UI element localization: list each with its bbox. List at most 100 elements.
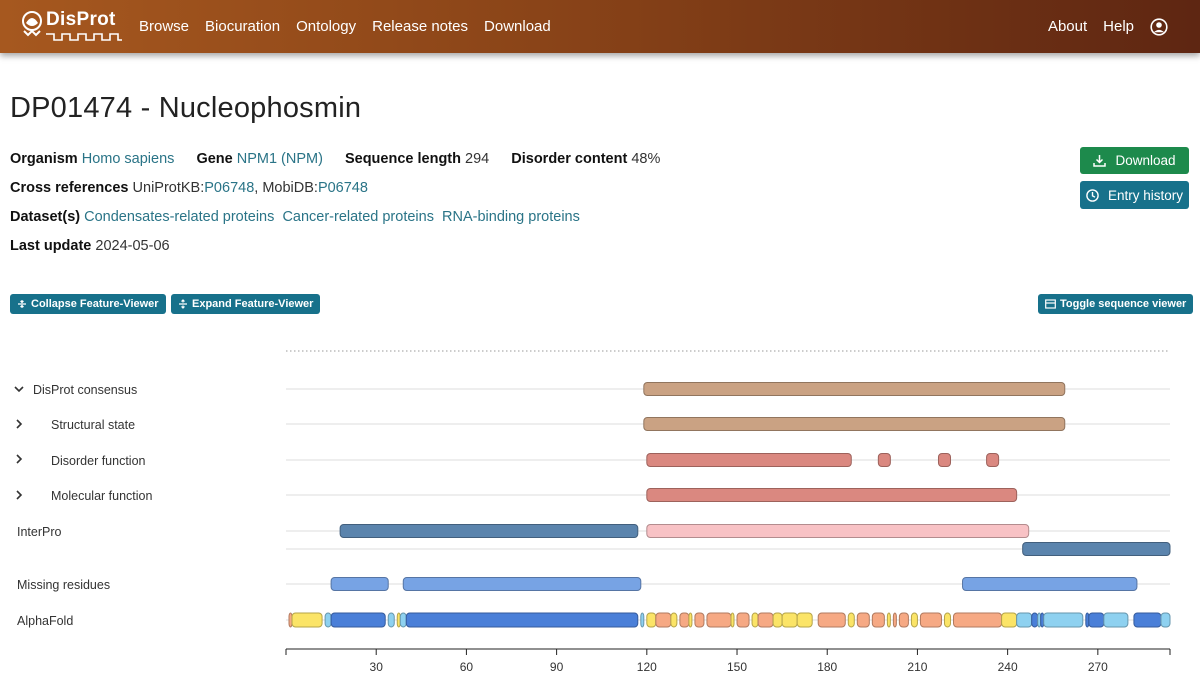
collapse-label: Collapse Feature-Viewer	[31, 298, 159, 310]
collapse-icon	[18, 300, 26, 308]
mobidb-link[interactable]: P06748	[317, 180, 368, 196]
logo-emblem-icon	[22, 11, 42, 37]
last-update-value: 2024-05-06	[95, 238, 170, 254]
nav-download[interactable]: Download	[484, 18, 551, 35]
chevron-right-icon[interactable]	[14, 419, 24, 429]
entry-history-button[interactable]: Entry history	[1080, 181, 1189, 209]
disprot-logo[interactable]: DisProt	[20, 9, 122, 43]
missing-residues-region	[402, 577, 642, 591]
track-label-molecular-function: Molecular function	[51, 489, 153, 503]
nav-biocuration[interactable]: Biocuration	[205, 18, 281, 35]
dataset-label: Dataset(s)	[10, 209, 81, 225]
sequence-viewer-icon	[1045, 299, 1056, 309]
x-axis-tick-label: 30	[370, 660, 384, 674]
alphafold-segment	[1031, 612, 1039, 628]
entry-meta-row-2: Cross references UniProtKB:P06748, MobiD…	[10, 180, 368, 196]
uniprot-link[interactable]: P06748	[204, 180, 255, 196]
dataset-link-cancer[interactable]: Cancer-related proteins	[282, 209, 434, 225]
disorder-function-region	[986, 453, 1000, 467]
alphafold-segment	[736, 612, 750, 628]
alphafold-segment	[847, 612, 855, 628]
molecular-function-region	[646, 488, 1018, 502]
interpro-region	[646, 524, 1030, 538]
disorder-function-region	[937, 453, 952, 467]
seq-length-label: Sequence length	[344, 151, 461, 167]
nav-ontology[interactable]: Ontology	[296, 18, 357, 35]
user-account-icon[interactable]	[1150, 17, 1168, 36]
disorder-content-value: 48%	[631, 151, 661, 167]
gene-label: Gene	[196, 151, 233, 167]
dataset-link-condensates[interactable]: Condensates-related proteins	[84, 209, 275, 225]
collapse-feature-viewer-button[interactable]: Collapse Feature-Viewer	[10, 294, 166, 314]
alphafold-segment	[679, 612, 690, 628]
x-axis-tick-label: 150	[727, 660, 747, 674]
alphafold-segment	[1160, 612, 1171, 628]
alphafold-segment	[817, 612, 846, 628]
alphafold-segment	[706, 612, 732, 628]
toggle-seq-label: Toggle sequence viewer	[1060, 298, 1187, 310]
organism-link[interactable]: Homo sapiens	[81, 151, 175, 167]
download-button[interactable]: Download	[1080, 147, 1189, 174]
alphafold-segment	[796, 612, 813, 628]
alphafold-segment	[856, 612, 870, 628]
alphafold-segment	[898, 612, 909, 628]
track-label-consensus: DisProt consensus	[33, 383, 138, 397]
organism-label: Organism	[10, 151, 78, 167]
alphafold-segment	[1043, 612, 1084, 628]
chevron-right-icon[interactable]	[14, 490, 24, 500]
seq-length-value: 294	[465, 151, 490, 167]
disorder-content-label: Disorder content	[511, 151, 628, 167]
x-axis-tick-label: 240	[998, 660, 1018, 674]
right-nav: About Help	[1032, 0, 1168, 53]
x-axis-tick-label: 90	[550, 660, 564, 674]
entry-meta-row-3: Dataset(s) Condensates-related proteins …	[10, 209, 580, 225]
interpro-region	[1022, 542, 1171, 556]
mobidb-prefix: , MobiDB:	[254, 180, 318, 196]
alphafold-segment	[1001, 612, 1018, 628]
entry-history-label: Entry history	[1107, 187, 1184, 203]
x-axis-tick-label: 270	[1088, 660, 1108, 674]
dataset-link-rna-binding[interactable]: RNA-binding proteins	[442, 209, 580, 225]
track-label-missing-residues: Missing residues	[17, 578, 111, 592]
alphafold-segment	[892, 612, 897, 628]
interpro-region	[339, 524, 639, 538]
x-axis-tick-label: 120	[637, 660, 657, 674]
alphafold-segment	[655, 612, 672, 628]
expand-feature-viewer-button[interactable]: Expand Feature-Viewer	[171, 294, 321, 314]
expand-icon	[179, 299, 187, 309]
nav-help[interactable]: Help	[1103, 18, 1134, 35]
consensus-region	[643, 382, 1066, 396]
chevron-down-icon[interactable]	[14, 384, 24, 394]
expand-label: Expand Feature-Viewer	[192, 298, 314, 310]
alphafold-segment	[646, 612, 657, 628]
x-axis-tick-label: 180	[817, 660, 837, 674]
nav-about[interactable]: About	[1047, 18, 1088, 35]
track-label-interpro: InterPro	[17, 525, 62, 539]
alphafold-segment	[694, 612, 705, 628]
alphafold-segment	[387, 612, 395, 628]
uniprot-prefix: UniProtKB:	[132, 180, 205, 196]
alphafold-segment	[1016, 612, 1033, 628]
alphafold-segment	[405, 612, 639, 628]
alphafold-segment	[919, 612, 942, 628]
structural-state-region	[643, 417, 1066, 431]
chevron-right-icon[interactable]	[14, 454, 24, 464]
track-label-alphafold: AlphaFold	[17, 614, 74, 628]
xref-label: Cross references	[10, 180, 129, 196]
logo-text: DisProt	[46, 9, 116, 30]
missing-residues-region	[962, 577, 1138, 591]
last-update-label: Last update	[10, 238, 92, 254]
alphafold-segment	[871, 612, 885, 628]
alphafold-segment	[772, 612, 783, 628]
alphafold-segment	[910, 612, 918, 628]
nav-release-notes[interactable]: Release notes	[372, 18, 469, 35]
nav-browse[interactable]: Browse	[139, 18, 190, 35]
alphafold-segment	[291, 612, 323, 628]
toggle-sequence-viewer-button[interactable]: Toggle sequence viewer	[1038, 294, 1194, 314]
gene-link[interactable]: NPM1 (NPM)	[236, 151, 323, 167]
alphafold-segment	[757, 612, 774, 628]
main-nav: Browse Biocuration Ontology Release note…	[139, 0, 567, 53]
entry-meta-row-4: Last update 2024-05-06	[10, 238, 170, 254]
download-icon	[1093, 155, 1107, 167]
top-navbar: DisProt Browse Biocuration Ontology Rele…	[0, 0, 1200, 53]
